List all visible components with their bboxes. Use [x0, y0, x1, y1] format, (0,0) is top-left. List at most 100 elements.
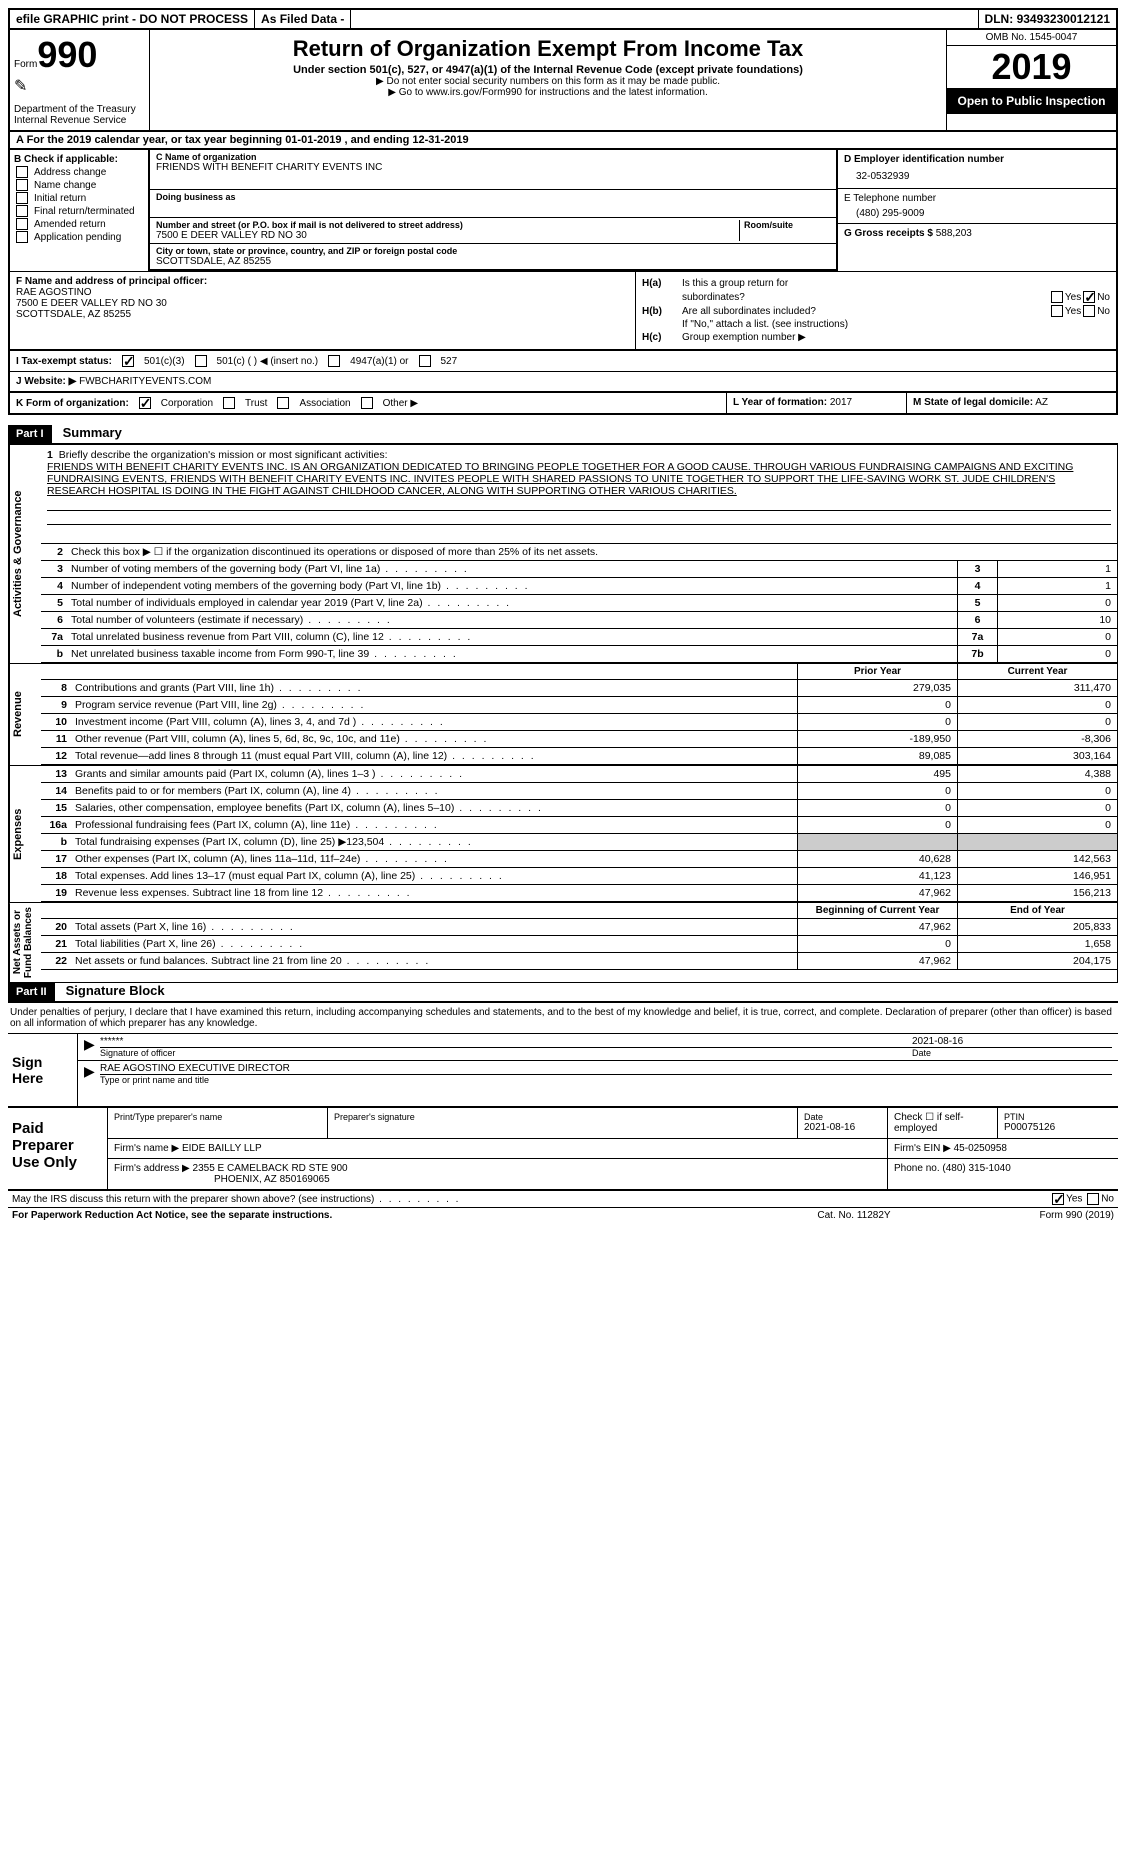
- chk-501c3[interactable]: [122, 355, 134, 367]
- i-label: I Tax-exempt status:: [16, 356, 112, 367]
- row-i: I Tax-exempt status: 501(c)(3) 501(c) ( …: [8, 351, 1118, 372]
- sig-officer-label: Signature of officer: [100, 1048, 912, 1058]
- discuss-row: May the IRS discuss this return with the…: [8, 1191, 1118, 1207]
- hdr-eoy: End of Year: [957, 903, 1117, 918]
- ha-text: Is this a group return for: [682, 278, 1110, 289]
- row-a-taxyear: A For the 2019 calendar year, or tax yea…: [8, 132, 1118, 150]
- form-number: 990: [37, 34, 97, 76]
- org-name: FRIENDS WITH BENEFIT CHARITY EVENTS INC: [156, 162, 830, 173]
- arrow-icon: ▶: [84, 1036, 100, 1058]
- activities-governance: Activities & Governance 1 Briefly descri…: [8, 445, 1118, 664]
- chk-final-return[interactable]: [16, 205, 28, 217]
- chk-527[interactable]: [419, 355, 431, 367]
- tab-expenses: Expenses: [9, 766, 41, 902]
- col-f: F Name and address of principal officer:…: [10, 272, 636, 349]
- net-assets-section: Net Assets or Fund Balances Beginning of…: [8, 903, 1118, 983]
- section-fh: F Name and address of principal officer:…: [8, 271, 1118, 351]
- discuss-no[interactable]: [1087, 1193, 1099, 1205]
- form-subtitle: Under section 501(c), 527, or 4947(a)(1)…: [154, 64, 942, 76]
- ein-label: D Employer identification number: [844, 154, 1110, 165]
- part2-header: Part II Signature Block: [8, 983, 1118, 1003]
- summary-line: 7aTotal unrelated business revenue from …: [41, 629, 1117, 646]
- col-h: H(a) Is this a group return for subordin…: [636, 272, 1116, 349]
- line-1: 1 Briefly describe the organization's mi…: [41, 445, 1117, 544]
- form-footer: Form 990 (2019): [954, 1210, 1114, 1221]
- dept-treasury: Department of the Treasury Internal Reve…: [14, 104, 145, 126]
- hdr-prior-year: Prior Year: [797, 664, 957, 679]
- chk-other[interactable]: [361, 397, 373, 409]
- hb-text: Are all subordinates included?: [682, 306, 1049, 317]
- data-line: 17Other expenses (Part IX, column (A), l…: [41, 851, 1117, 868]
- data-line: 14Benefits paid to or for members (Part …: [41, 783, 1117, 800]
- bottom-row: For Paperwork Reduction Act Notice, see …: [8, 1207, 1118, 1223]
- city-state-zip: SCOTTSDALE, AZ 85255: [156, 256, 830, 267]
- firm-addr1: 2355 E CAMELBACK RD STE 900: [193, 1163, 348, 1174]
- chk-4947[interactable]: [328, 355, 340, 367]
- ssn-notice: ▶ Do not enter social security numbers o…: [154, 76, 942, 87]
- c-name-label: C Name of organization: [156, 152, 830, 162]
- data-line: 12Total revenue—add lines 8 through 11 (…: [41, 748, 1117, 765]
- chk-501c[interactable]: [195, 355, 207, 367]
- chk-trust[interactable]: [223, 397, 235, 409]
- ha-text2: subordinates?: [682, 292, 1049, 303]
- hb-yes[interactable]: [1051, 305, 1063, 317]
- ptin: P00075126: [1004, 1122, 1112, 1133]
- perjury-statement: Under penalties of perjury, I declare th…: [8, 1003, 1118, 1034]
- data-line: 19Revenue less expenses. Subtract line 1…: [41, 885, 1117, 902]
- data-line: 22Net assets or fund balances. Subtract …: [41, 953, 1117, 970]
- chk-app-pending[interactable]: [16, 231, 28, 243]
- signature-stars: ******: [100, 1036, 912, 1048]
- irs-link[interactable]: www.irs.gov/Form990: [426, 87, 522, 98]
- sign-here-block: Sign Here ▶ ****** Signature of officer …: [8, 1034, 1118, 1108]
- ha-yes[interactable]: [1051, 291, 1063, 303]
- paid-preparer-block: Paid Preparer Use Only Print/Type prepar…: [8, 1108, 1118, 1191]
- hdr-current-year: Current Year: [957, 664, 1117, 679]
- ha-label: H(a): [642, 278, 682, 289]
- chk-address-change[interactable]: [16, 166, 28, 178]
- gross-receipts: 588,203: [936, 228, 972, 239]
- street: 7500 E DEER VALLEY RD NO 30: [156, 230, 739, 241]
- data-line: 15Salaries, other compensation, employee…: [41, 800, 1117, 817]
- ha-no[interactable]: [1083, 291, 1095, 303]
- summary-line: 6Total number of volunteers (estimate if…: [41, 612, 1117, 629]
- chk-initial-return[interactable]: [16, 192, 28, 204]
- chk-name-change[interactable]: [16, 179, 28, 191]
- arrow-icon: ▶: [84, 1063, 100, 1085]
- hb-no[interactable]: [1083, 305, 1095, 317]
- goto-link: ▶ Go to www.irs.gov/Form990 for instruct…: [154, 87, 942, 98]
- top-bar: efile GRAPHIC print - DO NOT PROCESS As …: [8, 8, 1118, 30]
- firm-ein: 45-0250958: [954, 1143, 1007, 1154]
- summary-line: 3Number of voting members of the governi…: [41, 561, 1117, 578]
- summary-line: bNet unrelated business taxable income f…: [41, 646, 1117, 663]
- chk-assoc[interactable]: [277, 397, 289, 409]
- officer-addr1: 7500 E DEER VALLEY RD NO 30: [16, 298, 629, 309]
- section-bcd: B Check if applicable: Address change Na…: [8, 150, 1118, 271]
- header-left: Form 990 ✎ Department of the Treasury In…: [10, 30, 150, 130]
- hdr-bcy: Beginning of Current Year: [797, 903, 957, 918]
- form-title: Return of Organization Exempt From Incom…: [154, 36, 942, 62]
- as-filed: As Filed Data -: [255, 10, 351, 28]
- part1-header: Part I Summary: [8, 425, 1118, 445]
- tab-activities: Activities & Governance: [9, 445, 41, 663]
- firm-name: EIDE BAILLY LLP: [182, 1143, 262, 1154]
- omb-number: OMB No. 1545-0047: [947, 30, 1116, 46]
- col-c: C Name of organization FRIENDS WITH BENE…: [150, 150, 836, 271]
- website: FWBCHARITYEVENTS.COM: [79, 376, 211, 387]
- hc-label: H(c): [642, 332, 682, 343]
- room-label: Room/suite: [744, 220, 830, 230]
- hb-note: If "No," attach a list. (see instruction…: [682, 319, 1110, 330]
- ein: 32-0532939: [844, 165, 1110, 184]
- city-label: City or town, state or province, country…: [156, 246, 830, 256]
- data-line: 8Contributions and grants (Part VIII, li…: [41, 680, 1117, 697]
- sign-here-label: Sign Here: [8, 1034, 78, 1106]
- printed-name-label: Type or print name and title: [100, 1075, 1112, 1085]
- hb-label: H(b): [642, 306, 682, 317]
- col-d: D Employer identification number 32-0532…: [836, 150, 1116, 271]
- summary-line: 5Total number of individuals employed in…: [41, 595, 1117, 612]
- year-formation: 2017: [830, 397, 852, 408]
- chk-corp[interactable]: [139, 397, 151, 409]
- discuss-yes[interactable]: [1052, 1193, 1064, 1205]
- chk-amended[interactable]: [16, 218, 28, 230]
- sig-date-label: Date: [912, 1048, 1112, 1058]
- efile-notice: efile GRAPHIC print - DO NOT PROCESS: [10, 10, 255, 28]
